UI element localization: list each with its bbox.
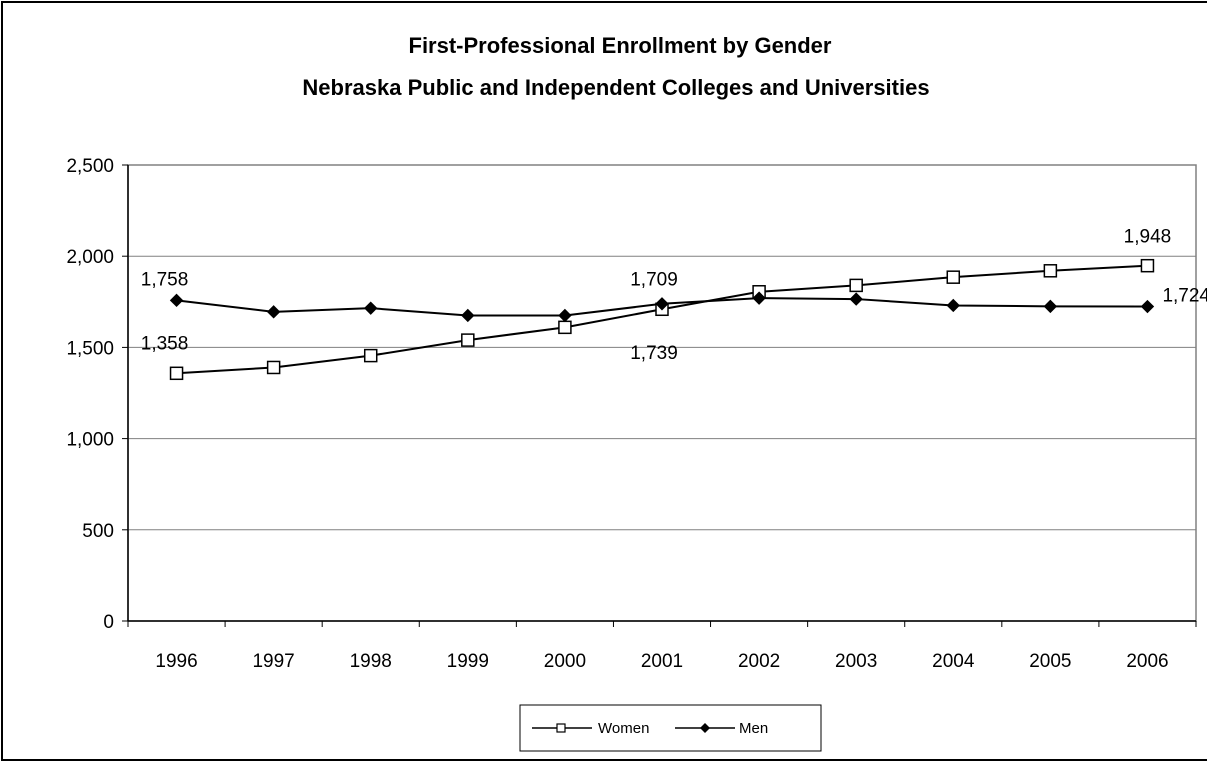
y-tick-label: 2,000: [66, 247, 114, 268]
point-men: [946, 298, 960, 313]
x-tick-label: 2005: [1029, 651, 1071, 672]
y-tick-label: 1,000: [66, 430, 114, 451]
point-women: [169, 366, 184, 381]
y-tick-label: 1,500: [66, 338, 114, 359]
gridlines: [128, 255, 1196, 531]
x-tick-label: 2002: [738, 651, 780, 672]
point-men: [655, 297, 669, 311]
data-label-women: 1,948: [1124, 227, 1172, 248]
point-men: [1140, 299, 1155, 314]
x-tick-label: 2001: [641, 651, 683, 672]
x-tick-label: 2006: [1126, 651, 1168, 672]
legend-label-men: Men: [739, 720, 768, 737]
x-tick-label: 1998: [350, 651, 392, 672]
legend: Women Men: [519, 704, 822, 752]
point-men: [849, 292, 863, 306]
point-women: [461, 333, 475, 347]
point-men: [558, 308, 572, 323]
data-label-women: 1,709: [630, 269, 678, 290]
y-tick-label: 500: [82, 521, 114, 542]
chart-title: First-Professional Enrollment by Gender: [409, 33, 832, 58]
y-tick-label: 2,500: [66, 156, 114, 177]
x-tick-label: 1999: [447, 651, 489, 672]
x-tick-label: 1996: [155, 651, 197, 672]
data-label-men: 1,739: [630, 343, 678, 364]
point-women: [946, 270, 961, 284]
data-labels: 1,358 1,709 1,948 1,758 1,739 1,724: [141, 227, 1207, 364]
data-label-men: 1,758: [141, 269, 189, 290]
axes: 0 500 1,000 1,500 2,000 2,500 1996 1997 1998 1999…: [66, 156, 1197, 672]
data-label-men: 1,724: [1162, 286, 1207, 307]
point-men: [169, 293, 184, 308]
point-women: [558, 320, 572, 335]
point-men: [1043, 299, 1058, 314]
point-men: [364, 301, 378, 315]
point-women: [1043, 264, 1058, 278]
series-layer: [169, 258, 1155, 381]
plot-area: [127, 164, 1197, 622]
y-tick-label: 0: [103, 612, 114, 633]
point-men: [752, 291, 766, 305]
x-tick-label: 1997: [252, 651, 294, 672]
legend-label-women: Women: [598, 720, 649, 737]
chart-subtitle: Nebraska Public and Independent Colleges…: [302, 75, 929, 100]
x-tick-label: 2003: [835, 651, 877, 672]
point-women: [266, 360, 281, 375]
point-women: [363, 348, 378, 363]
legend-marker-men: [700, 723, 710, 733]
data-label-women: 1,358: [141, 333, 189, 354]
point-men: [266, 305, 281, 319]
point-women: [1140, 258, 1155, 273]
x-tick-label: 2000: [544, 651, 586, 672]
point-women: [849, 278, 863, 293]
x-tick-label: 2004: [932, 651, 975, 672]
point-men: [461, 308, 475, 323]
legend-marker-women: [556, 723, 566, 733]
